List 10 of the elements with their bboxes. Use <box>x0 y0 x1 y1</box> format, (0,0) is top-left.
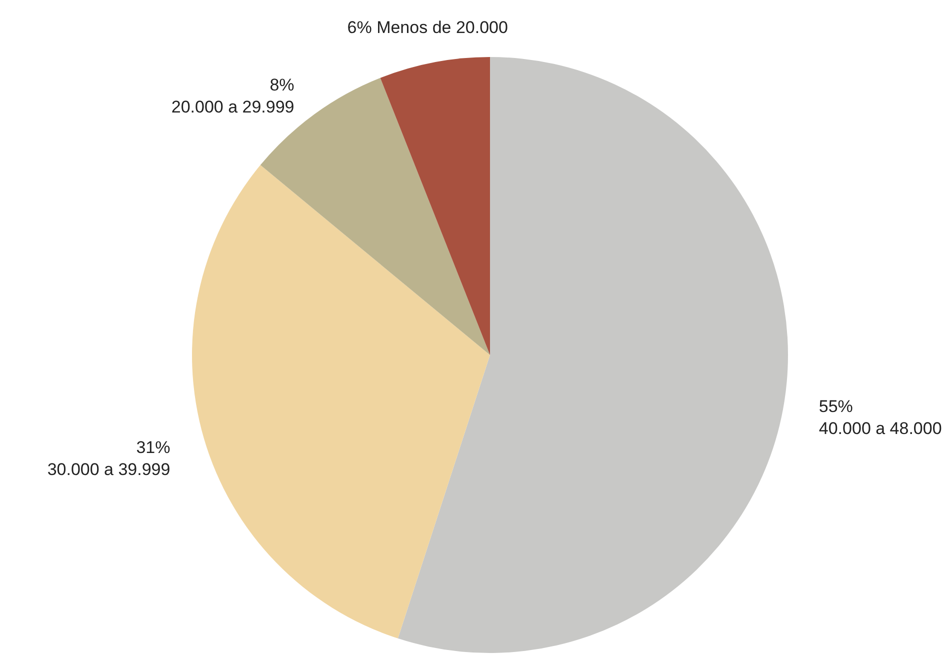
slice-label: 30.000 a 39.999 <box>47 460 170 479</box>
pie-slice <box>192 165 490 638</box>
slice-label: 20.000 a 29.999 <box>171 98 294 117</box>
pie-slice <box>398 57 788 652</box>
data-label: 8% <box>270 76 294 95</box>
slice-label: 40.000 a 48.000 <box>818 419 942 438</box>
data-label: 31% <box>136 438 170 457</box>
pie-slice <box>380 57 490 355</box>
data-label: 55% <box>818 397 853 416</box>
slice-label: 6% Menos de 20.000 <box>347 18 508 37</box>
